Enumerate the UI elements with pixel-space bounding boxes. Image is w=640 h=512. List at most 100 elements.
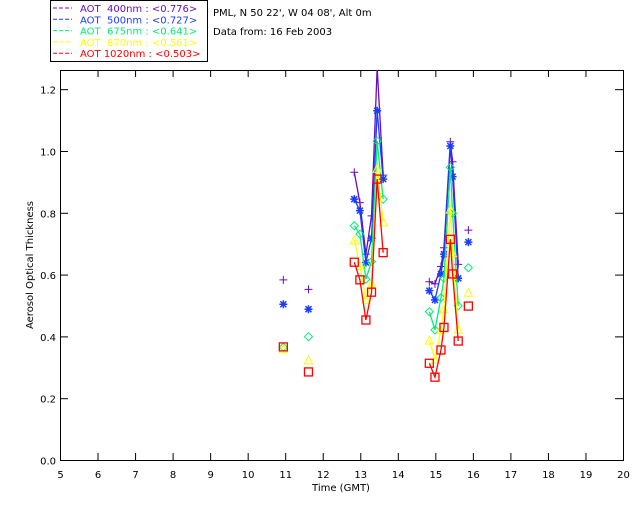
plus-marker: [350, 168, 359, 177]
asterisk-marker: [430, 295, 439, 304]
asterisk-marker: [454, 274, 463, 283]
square-marker: [447, 269, 458, 279]
plot-area: 5 6 7 8 9 10 11 12 13 14 15 16 17 18 19 20 0.0 0.2 0.4 0.6 0…: [40, 70, 630, 481]
series-2: [278, 136, 474, 352]
legend-box: [50, 0, 208, 62]
x-tick-label: 19: [580, 470, 593, 481]
plus-marker: [361, 250, 370, 259]
square-marker: [303, 367, 314, 377]
triangle-marker: [439, 303, 449, 314]
x-tick-label: 13: [354, 470, 367, 481]
x-tick-label: 12: [317, 470, 330, 481]
asterisk-marker: [279, 300, 288, 309]
series-line: [428, 209, 459, 360]
triangle-marker: [278, 343, 289, 354]
x-tick-label: 7: [132, 470, 138, 481]
x-tick-label: 9: [207, 470, 213, 481]
x-tick-label: 15: [429, 470, 442, 481]
square-marker: [361, 315, 371, 325]
y-tick-label: 0.6: [40, 271, 56, 282]
legend-label: AOT 870nm : <0.561>: [80, 38, 197, 49]
x-tick-label: 6: [95, 470, 101, 481]
plus-marker: [279, 275, 288, 284]
asterisk-marker: [448, 172, 457, 181]
asterisk-marker: [425, 286, 434, 295]
series-1: [279, 106, 473, 314]
x-tick-label: 18: [542, 470, 555, 481]
diamond-marker: [355, 229, 365, 239]
diamond-marker: [430, 325, 440, 335]
diamond-marker: [463, 263, 474, 273]
plus-marker: [430, 279, 439, 288]
plus-marker: [355, 198, 364, 207]
y-tick-label: 0.0: [40, 457, 56, 468]
asterisk-marker: [361, 258, 370, 267]
x-tick-label: 20: [617, 470, 630, 481]
series-4: [278, 174, 474, 382]
x-tick-label: 10: [242, 470, 255, 481]
square-marker: [424, 358, 434, 368]
square-marker: [430, 372, 440, 382]
legend: AOT 400nm : <0.776>AOT 500nm : <0.727>AO…: [53, 4, 200, 60]
triangle-marker: [463, 287, 474, 297]
x-axis-label: Time (GMT): [311, 483, 370, 494]
diamond-marker: [445, 162, 456, 173]
diamond-marker: [303, 331, 314, 342]
square-marker: [355, 275, 365, 285]
plus-marker: [464, 226, 473, 235]
plot-frame: [60, 70, 624, 461]
diamond-marker: [349, 221, 359, 231]
square-marker: [278, 342, 288, 352]
x-tick-label: 14: [392, 470, 405, 481]
diamond-marker: [372, 136, 382, 146]
square-marker: [436, 345, 446, 355]
legend-label: AOT 500nm : <0.727>: [80, 15, 197, 26]
square-marker: [439, 322, 449, 333]
diamond-marker: [424, 306, 435, 317]
square-marker: [366, 287, 377, 297]
legend-label: AOT 400nm : <0.776>: [80, 4, 197, 15]
square-marker: [445, 234, 455, 245]
series-line: [353, 179, 384, 321]
y-tick-label: 1.2: [40, 86, 56, 97]
square-marker: [453, 336, 463, 346]
x-tick-label: 8: [170, 470, 176, 481]
plus-marker: [376, 70, 378, 72]
asterisk-marker: [304, 305, 313, 314]
header-location: PML, N 50 22', W 04 08', Alt 0m: [213, 8, 372, 19]
diamond-marker: [436, 293, 446, 303]
series-line: [353, 141, 384, 280]
asterisk-marker: [350, 195, 359, 204]
y-tick-label: 0.8: [40, 209, 56, 220]
plus-marker: [436, 262, 445, 271]
plus-marker: [304, 285, 313, 294]
asterisk-marker: [464, 238, 473, 247]
asterisk-marker: [373, 106, 382, 115]
y-axis-label: Aerosol Optical Thickness: [25, 201, 36, 329]
series-group: [278, 70, 474, 382]
series-line: [428, 239, 459, 380]
y-tick-label: 0.4: [40, 333, 56, 344]
legend-label: AOT 675nm : <0.641>: [80, 27, 197, 38]
asterisk-marker: [446, 142, 455, 151]
square-marker: [378, 247, 388, 258]
square-marker: [349, 257, 359, 267]
triangle-marker: [424, 334, 435, 345]
asterisk-marker: [379, 175, 388, 184]
x-tick-label: 17: [505, 470, 518, 481]
header-date: Data from: 16 Feb 2003: [213, 27, 332, 38]
asterisk-marker: [436, 269, 445, 278]
series-line: [353, 168, 384, 302]
square-marker: [463, 301, 474, 311]
plus-marker: [425, 277, 434, 286]
triangle-marker: [303, 354, 314, 365]
y-tick-label: 1.0: [40, 147, 56, 158]
triangle-marker: [372, 163, 382, 173]
legend-label: AOT 1020nm : <0.503>: [80, 49, 200, 60]
triangle-marker: [445, 203, 456, 214]
x-tick-label: 5: [57, 470, 63, 481]
square-marker: [372, 174, 382, 184]
asterisk-marker: [367, 234, 376, 243]
